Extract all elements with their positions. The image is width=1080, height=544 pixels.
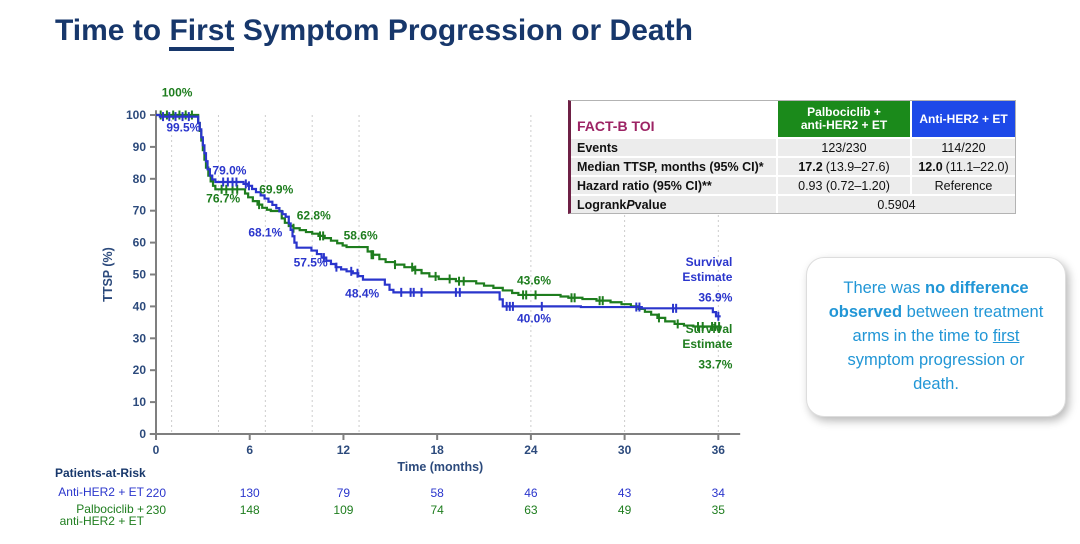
table-header-palbociclib-arm: Palbociclib + anti-HER2 + ET bbox=[778, 101, 910, 137]
km-curve-antiher2 bbox=[156, 113, 721, 318]
median-value-bold: 12.0 bbox=[918, 159, 943, 174]
at-risk-count: 43 bbox=[617, 486, 632, 500]
at-risk-count: 74 bbox=[430, 503, 444, 517]
callout-segment: between treatment arms in the time to bbox=[852, 303, 1044, 346]
at-risk-count: 230 bbox=[145, 503, 167, 517]
callout-box: There was no difference observed between… bbox=[806, 257, 1066, 417]
title-pre: Time to bbox=[55, 14, 170, 47]
title-post: Symptom Progression or Death bbox=[234, 14, 693, 47]
logrank-post: value bbox=[634, 197, 667, 212]
row-hazard-antiher2: Reference bbox=[912, 177, 1015, 194]
x-tick-label: 0 bbox=[153, 443, 160, 457]
row-logrank-label: Logrank P value bbox=[571, 196, 776, 213]
patients-at-risk-header: Patients-at-Risk bbox=[55, 466, 146, 480]
callout-segment: There was bbox=[843, 279, 925, 298]
y-tick-label: 100 bbox=[126, 108, 146, 122]
at-risk-count: 46 bbox=[524, 486, 538, 500]
y-tick-label: 70 bbox=[133, 204, 147, 218]
at-risk-count: 63 bbox=[524, 503, 538, 517]
median-value-bold: 17.2 bbox=[798, 159, 823, 174]
callout-segment: symptom progression or death. bbox=[847, 350, 1025, 393]
at-risk-count: 220 bbox=[145, 486, 167, 500]
median-ci: (13.9–27.6) bbox=[825, 159, 890, 174]
at-risk-count: 49 bbox=[617, 503, 632, 517]
results-table: FACT-B TOI Palbociclib + anti-HER2 + ET … bbox=[568, 100, 1016, 214]
callout-underlined-word: first bbox=[992, 327, 1020, 346]
at-risk-count: 109 bbox=[333, 503, 354, 517]
x-tick-label: 30 bbox=[618, 443, 632, 457]
y-tick-label: 10 bbox=[133, 395, 147, 409]
median-ci: (11.1–22.0) bbox=[945, 159, 1009, 174]
logrank-p-italic: P bbox=[626, 197, 635, 212]
y-tick-label: 30 bbox=[133, 331, 147, 345]
at-risk-count: 148 bbox=[239, 503, 260, 517]
row-hazard-palbociclib: 0.93 (0.72–1.20) bbox=[778, 177, 910, 194]
y-tick-label: 50 bbox=[133, 268, 147, 282]
at-risk-label-palbociclib: Palbociclib + anti-HER2 + ET bbox=[59, 502, 144, 528]
y-tick-label: 0 bbox=[139, 427, 146, 441]
km-chart-svg: 0 6 12 18 24 30 36 0 10 20 30 40 50 60 70 80 90 100 Time (… bbox=[101, 108, 741, 474]
x-tick-label: 36 bbox=[712, 443, 726, 457]
row-hazard-label: Hazard ratio (95% CI)** bbox=[571, 177, 776, 194]
title-underlined-word: First bbox=[169, 14, 235, 51]
y-tick-label: 60 bbox=[133, 236, 147, 250]
y-tick-label: 20 bbox=[133, 363, 147, 377]
at-risk-count: 35 bbox=[711, 503, 725, 517]
row-median-palbociclib: 17.2 (13.9–27.6) bbox=[778, 158, 910, 175]
row-logrank-value: 0.5904 bbox=[778, 196, 1015, 213]
x-tick-label: 24 bbox=[524, 443, 538, 457]
logrank-pre: Logrank bbox=[577, 197, 627, 212]
row-events-label: Events bbox=[571, 139, 776, 156]
x-axis-title: Time (months) bbox=[397, 460, 483, 474]
page-title: Time to First Symptom Progression or Dea… bbox=[55, 14, 693, 51]
at-risk-label-antiher2: Anti-HER2 + ET bbox=[58, 485, 144, 499]
at-risk-count: 79 bbox=[336, 486, 351, 500]
row-median-antiher2: 12.0 (11.1–22.0) bbox=[912, 158, 1015, 175]
callout-text: There was no difference observed between… bbox=[807, 269, 1065, 405]
at-risk-count: 34 bbox=[711, 486, 725, 500]
y-tick-label: 90 bbox=[133, 140, 147, 154]
table-title: FACT-B TOI bbox=[571, 101, 776, 137]
at-risk-count: 58 bbox=[430, 486, 444, 500]
y-tick-label: 80 bbox=[133, 172, 147, 186]
row-median-label: Median TTSP, months (95% CI)* bbox=[571, 158, 776, 175]
at-risk-count: 130 bbox=[239, 486, 260, 500]
row-events-antiher2: 114/220 bbox=[912, 139, 1015, 156]
x-tick-label: 12 bbox=[337, 443, 351, 457]
table-header-antiher2-arm: Anti-HER2 + ET bbox=[912, 101, 1015, 137]
y-tick-label: 40 bbox=[133, 299, 147, 313]
x-tick-label: 6 bbox=[246, 443, 253, 457]
callout-segment: no difference observed bbox=[828, 279, 1029, 322]
y-axis-title: TTSP (%) bbox=[101, 247, 115, 302]
row-events-palbociclib: 123/230 bbox=[778, 139, 910, 156]
x-tick-label: 18 bbox=[430, 443, 444, 457]
